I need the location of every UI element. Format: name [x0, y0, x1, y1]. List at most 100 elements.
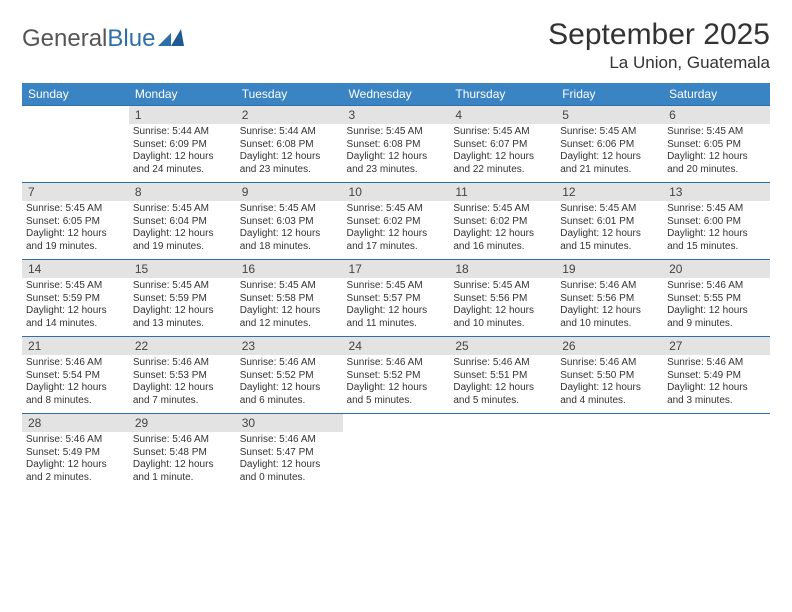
- day-number-cell: 24: [343, 337, 450, 356]
- page: GeneralBlue September 2025 La Union, Gua…: [0, 0, 792, 500]
- day-info-line: and 23 minutes.: [347, 164, 446, 177]
- day-info-line: Sunrise: 5:45 AM: [133, 280, 232, 293]
- day-info-line: and 7 minutes.: [133, 395, 232, 408]
- day-info-cell: Sunrise: 5:45 AMSunset: 5:56 PMDaylight:…: [449, 278, 556, 337]
- day-number-cell: 5: [556, 106, 663, 125]
- day-number-cell: 30: [236, 414, 343, 433]
- day-info-line: Daylight: 12 hours: [240, 305, 339, 318]
- day-info-cell: Sunrise: 5:46 AMSunset: 5:47 PMDaylight:…: [236, 432, 343, 490]
- day-info-line: Daylight: 12 hours: [667, 305, 766, 318]
- day-info-line: Sunset: 6:08 PM: [240, 139, 339, 152]
- day-info-line: Daylight: 12 hours: [26, 305, 125, 318]
- day-info-cell: Sunrise: 5:45 AMSunset: 6:05 PMDaylight:…: [663, 124, 770, 183]
- calendar-body: 123456Sunrise: 5:44 AMSunset: 6:09 PMDay…: [22, 106, 770, 491]
- day-info-line: Sunrise: 5:44 AM: [133, 126, 232, 139]
- day-info-line: Sunrise: 5:44 AM: [240, 126, 339, 139]
- day-info-cell: Sunrise: 5:46 AMSunset: 5:56 PMDaylight:…: [556, 278, 663, 337]
- day-info-cell: [343, 432, 450, 490]
- day-info-line: Daylight: 12 hours: [240, 151, 339, 164]
- day-number-cell: 14: [22, 260, 129, 279]
- day-info-line: and 10 minutes.: [453, 318, 552, 331]
- day-info-line: Sunrise: 5:45 AM: [667, 203, 766, 216]
- day-info-line: Sunset: 6:07 PM: [453, 139, 552, 152]
- day-info-line: and 0 minutes.: [240, 472, 339, 485]
- day-info-line: and 19 minutes.: [26, 241, 125, 254]
- day-info-line: Sunrise: 5:46 AM: [667, 280, 766, 293]
- day-info-line: Sunset: 6:08 PM: [347, 139, 446, 152]
- day-info-line: and 1 minute.: [133, 472, 232, 485]
- day-info-line: Sunset: 5:56 PM: [560, 293, 659, 306]
- day-info-line: Sunset: 5:50 PM: [560, 370, 659, 383]
- day-number-cell: 8: [129, 183, 236, 202]
- day-info-line: Sunrise: 5:45 AM: [560, 203, 659, 216]
- day-info-cell: Sunrise: 5:44 AMSunset: 6:08 PMDaylight:…: [236, 124, 343, 183]
- day-info-cell: Sunrise: 5:45 AMSunset: 6:02 PMDaylight:…: [449, 201, 556, 260]
- day-number-cell: 7: [22, 183, 129, 202]
- day-info-cell: Sunrise: 5:45 AMSunset: 6:04 PMDaylight:…: [129, 201, 236, 260]
- title-block: September 2025 La Union, Guatemala: [548, 18, 770, 73]
- day-info-line: and 13 minutes.: [133, 318, 232, 331]
- day-info-cell: [22, 124, 129, 183]
- weekday-header: Tuesday: [236, 83, 343, 106]
- month-title: September 2025: [548, 18, 770, 51]
- day-number-cell: 26: [556, 337, 663, 356]
- day-info-line: and 5 minutes.: [453, 395, 552, 408]
- location-title: La Union, Guatemala: [548, 53, 770, 73]
- day-info-cell: Sunrise: 5:45 AMSunset: 6:01 PMDaylight:…: [556, 201, 663, 260]
- day-info-line: Sunset: 6:06 PM: [560, 139, 659, 152]
- weekday-header: Sunday: [22, 83, 129, 106]
- day-info-cell: Sunrise: 5:45 AMSunset: 5:58 PMDaylight:…: [236, 278, 343, 337]
- day-number-row: 78910111213: [22, 183, 770, 202]
- day-info-line: Daylight: 12 hours: [133, 151, 232, 164]
- day-info-line: and 8 minutes.: [26, 395, 125, 408]
- weekday-header: Friday: [556, 83, 663, 106]
- day-info-line: and 11 minutes.: [347, 318, 446, 331]
- day-info-cell: Sunrise: 5:45 AMSunset: 6:02 PMDaylight:…: [343, 201, 450, 260]
- day-number-cell: 11: [449, 183, 556, 202]
- day-info-line: Sunrise: 5:45 AM: [667, 126, 766, 139]
- day-number-cell: 12: [556, 183, 663, 202]
- weekday-header: Wednesday: [343, 83, 450, 106]
- day-info-line: Daylight: 12 hours: [453, 228, 552, 241]
- logo-mark-icon: [158, 26, 184, 54]
- day-info-cell: Sunrise: 5:45 AMSunset: 5:59 PMDaylight:…: [129, 278, 236, 337]
- day-info-line: Daylight: 12 hours: [26, 382, 125, 395]
- day-info-line: Sunset: 5:55 PM: [667, 293, 766, 306]
- day-info-line: Daylight: 12 hours: [240, 382, 339, 395]
- day-number-row: 123456: [22, 106, 770, 125]
- day-info-line: Sunset: 6:01 PM: [560, 216, 659, 229]
- day-info-line: Daylight: 12 hours: [347, 151, 446, 164]
- day-info-line: and 24 minutes.: [133, 164, 232, 177]
- day-info-line: Sunset: 6:04 PM: [133, 216, 232, 229]
- day-info-line: and 22 minutes.: [453, 164, 552, 177]
- day-info-line: Sunset: 5:52 PM: [347, 370, 446, 383]
- day-info-cell: Sunrise: 5:45 AMSunset: 6:06 PMDaylight:…: [556, 124, 663, 183]
- day-info-line: Daylight: 12 hours: [560, 151, 659, 164]
- day-info-line: Daylight: 12 hours: [667, 151, 766, 164]
- day-info-line: and 2 minutes.: [26, 472, 125, 485]
- day-number-cell: 9: [236, 183, 343, 202]
- day-number-cell: 23: [236, 337, 343, 356]
- day-info-line: Daylight: 12 hours: [667, 382, 766, 395]
- day-number-cell: 19: [556, 260, 663, 279]
- day-number-cell: [556, 414, 663, 433]
- day-number-cell: [663, 414, 770, 433]
- day-info-line: Sunset: 5:48 PM: [133, 447, 232, 460]
- day-info-line: Sunrise: 5:45 AM: [26, 203, 125, 216]
- day-info-row: Sunrise: 5:46 AMSunset: 5:54 PMDaylight:…: [22, 355, 770, 414]
- day-info-line: Daylight: 12 hours: [133, 382, 232, 395]
- day-info-line: Sunset: 5:47 PM: [240, 447, 339, 460]
- day-info-line: and 6 minutes.: [240, 395, 339, 408]
- day-info-line: Daylight: 12 hours: [26, 459, 125, 472]
- day-info-line: Daylight: 12 hours: [133, 459, 232, 472]
- day-info-line: Daylight: 12 hours: [667, 228, 766, 241]
- day-info-line: and 20 minutes.: [667, 164, 766, 177]
- day-number-row: 282930: [22, 414, 770, 433]
- day-info-line: Sunrise: 5:46 AM: [667, 357, 766, 370]
- day-info-line: and 19 minutes.: [133, 241, 232, 254]
- day-info-line: and 9 minutes.: [667, 318, 766, 331]
- day-number-cell: 3: [343, 106, 450, 125]
- day-info-line: Sunset: 6:02 PM: [453, 216, 552, 229]
- day-info-row: Sunrise: 5:46 AMSunset: 5:49 PMDaylight:…: [22, 432, 770, 490]
- logo-text-2: Blue: [107, 25, 155, 53]
